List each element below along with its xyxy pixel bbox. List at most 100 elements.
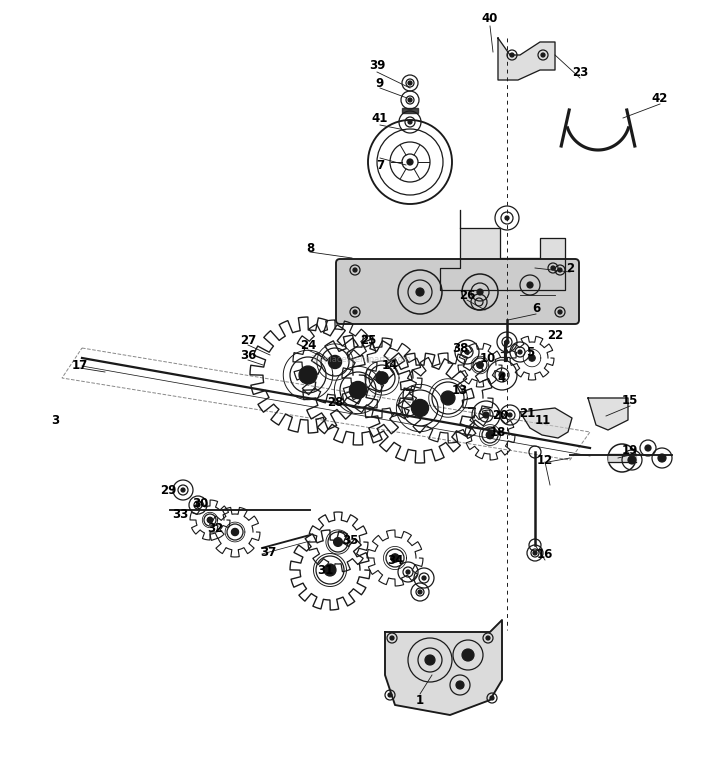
Text: 24: 24 <box>300 339 316 352</box>
Text: 9: 9 <box>376 76 384 89</box>
Text: 15: 15 <box>622 394 638 407</box>
Circle shape <box>645 445 651 451</box>
Text: 29: 29 <box>160 484 176 497</box>
Text: 11: 11 <box>535 414 551 427</box>
Text: 25: 25 <box>360 333 376 346</box>
Circle shape <box>232 529 238 535</box>
Text: 17: 17 <box>72 359 88 372</box>
Circle shape <box>334 538 342 546</box>
Circle shape <box>418 590 422 594</box>
Text: 3replacementparts.com: 3replacementparts.com <box>310 355 411 364</box>
Circle shape <box>529 355 535 361</box>
Circle shape <box>208 518 212 522</box>
Circle shape <box>408 81 412 85</box>
Text: 2: 2 <box>566 262 574 275</box>
Circle shape <box>483 412 489 418</box>
Text: 41: 41 <box>372 111 388 124</box>
Circle shape <box>508 413 512 417</box>
Text: 8: 8 <box>306 242 314 255</box>
Circle shape <box>422 576 426 580</box>
Polygon shape <box>608 454 636 462</box>
Circle shape <box>558 268 562 272</box>
Circle shape <box>392 555 398 561</box>
Text: 36: 36 <box>240 349 256 362</box>
Text: 22: 22 <box>547 329 563 342</box>
Text: 28: 28 <box>327 395 343 408</box>
Circle shape <box>375 372 388 385</box>
Circle shape <box>477 362 483 369</box>
Text: 13: 13 <box>452 384 468 397</box>
Text: 40: 40 <box>482 11 498 24</box>
Circle shape <box>349 382 367 398</box>
Polygon shape <box>385 620 502 715</box>
Text: 6: 6 <box>532 301 540 314</box>
Circle shape <box>353 268 357 272</box>
Circle shape <box>441 391 455 405</box>
Text: 38: 38 <box>452 342 468 355</box>
Circle shape <box>335 539 341 545</box>
Text: 7: 7 <box>376 159 384 172</box>
Circle shape <box>551 266 555 270</box>
Circle shape <box>330 357 340 367</box>
Text: 21: 21 <box>519 407 535 420</box>
Circle shape <box>207 517 213 523</box>
Polygon shape <box>440 210 565 290</box>
Text: 5: 5 <box>526 346 534 359</box>
Text: 4: 4 <box>498 372 506 385</box>
Circle shape <box>658 454 666 462</box>
Circle shape <box>377 373 387 383</box>
Circle shape <box>518 350 522 354</box>
Circle shape <box>408 98 412 102</box>
Circle shape <box>558 310 562 314</box>
Text: 26: 26 <box>458 288 475 301</box>
Circle shape <box>352 384 364 396</box>
Circle shape <box>462 649 474 661</box>
Circle shape <box>477 289 483 295</box>
Circle shape <box>486 636 490 640</box>
Circle shape <box>407 159 413 165</box>
Polygon shape <box>588 398 628 430</box>
Circle shape <box>414 402 426 414</box>
Text: 3: 3 <box>51 414 59 427</box>
Text: 31: 31 <box>317 564 333 577</box>
Circle shape <box>425 655 435 665</box>
FancyBboxPatch shape <box>336 259 579 324</box>
Text: 20: 20 <box>492 408 508 421</box>
Circle shape <box>505 216 509 220</box>
Circle shape <box>391 554 399 562</box>
Text: 23: 23 <box>572 66 588 79</box>
Circle shape <box>408 120 412 124</box>
Circle shape <box>505 340 509 344</box>
Circle shape <box>533 551 537 555</box>
Text: 16: 16 <box>537 549 553 562</box>
Text: 27: 27 <box>240 333 256 346</box>
Text: 1: 1 <box>416 694 424 707</box>
Circle shape <box>499 372 505 378</box>
Circle shape <box>490 696 494 700</box>
Circle shape <box>326 566 334 574</box>
Circle shape <box>443 393 453 403</box>
Circle shape <box>390 636 394 640</box>
Circle shape <box>527 282 533 288</box>
Circle shape <box>329 356 342 369</box>
Text: 18: 18 <box>490 426 506 439</box>
Circle shape <box>302 369 314 381</box>
Text: 10: 10 <box>480 352 496 365</box>
Polygon shape <box>520 408 572 438</box>
Circle shape <box>299 366 317 384</box>
Text: 39: 39 <box>369 59 386 72</box>
Circle shape <box>628 456 636 464</box>
Circle shape <box>324 564 336 576</box>
Circle shape <box>465 350 469 354</box>
Text: 30: 30 <box>192 497 208 510</box>
Text: 12: 12 <box>537 453 553 466</box>
Circle shape <box>406 570 410 574</box>
Circle shape <box>416 288 424 296</box>
Circle shape <box>510 53 514 57</box>
Circle shape <box>412 399 429 417</box>
Text: 37: 37 <box>260 546 276 559</box>
Circle shape <box>388 693 392 697</box>
Text: 19: 19 <box>622 443 638 456</box>
Polygon shape <box>498 38 555 80</box>
Text: 32: 32 <box>207 521 223 535</box>
